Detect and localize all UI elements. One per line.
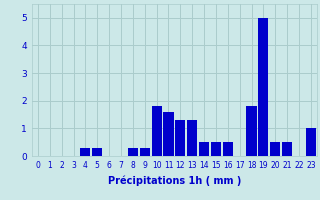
Bar (92, 148, 102, 156)
Bar (211, 142, 221, 156)
Bar (152, 106, 162, 156)
Bar (199, 142, 209, 156)
Bar (246, 106, 257, 156)
Bar (80, 148, 91, 156)
Bar (164, 112, 173, 156)
Bar (223, 142, 233, 156)
Bar (175, 120, 185, 156)
Bar (258, 18, 268, 156)
Bar (270, 142, 280, 156)
Bar (282, 142, 292, 156)
Bar (306, 128, 316, 156)
Bar (128, 148, 138, 156)
Bar (140, 148, 150, 156)
Bar (187, 120, 197, 156)
X-axis label: Précipitations 1h ( mm ): Précipitations 1h ( mm ) (108, 175, 241, 186)
